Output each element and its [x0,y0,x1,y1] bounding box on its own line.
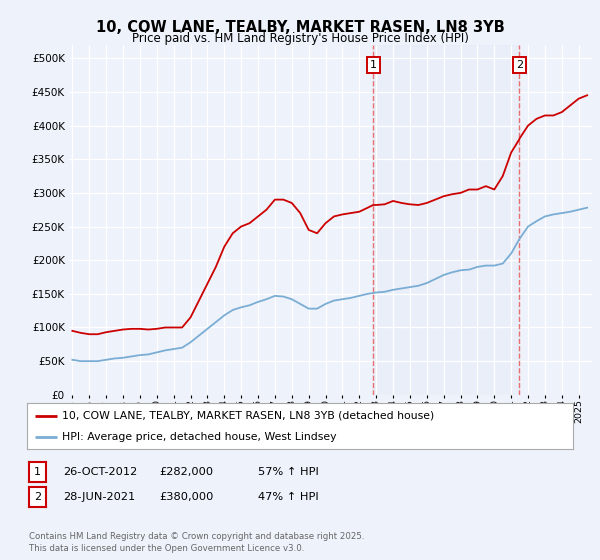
Text: 57% ↑ HPI: 57% ↑ HPI [258,466,319,477]
Text: Contains HM Land Registry data © Crown copyright and database right 2025.
This d: Contains HM Land Registry data © Crown c… [29,533,364,553]
Text: Price paid vs. HM Land Registry's House Price Index (HPI): Price paid vs. HM Land Registry's House … [131,32,469,45]
Text: HPI: Average price, detached house, West Lindsey: HPI: Average price, detached house, West… [62,432,337,442]
Text: 2: 2 [34,492,41,502]
Text: £282,000: £282,000 [159,466,213,477]
Text: 1: 1 [370,60,377,70]
Text: 1: 1 [34,467,41,477]
Text: £380,000: £380,000 [159,492,214,502]
Text: 28-JUN-2021: 28-JUN-2021 [63,492,135,502]
Text: 10, COW LANE, TEALBY, MARKET RASEN, LN8 3YB (detached house): 10, COW LANE, TEALBY, MARKET RASEN, LN8 … [62,410,435,421]
Bar [373,45,520,395]
Text: 26-OCT-2012: 26-OCT-2012 [63,466,137,477]
Text: 10, COW LANE, TEALBY, MARKET RASEN, LN8 3YB: 10, COW LANE, TEALBY, MARKET RASEN, LN8 … [95,20,505,35]
Text: 47% ↑ HPI: 47% ↑ HPI [258,492,319,502]
Text: 2: 2 [516,60,523,70]
